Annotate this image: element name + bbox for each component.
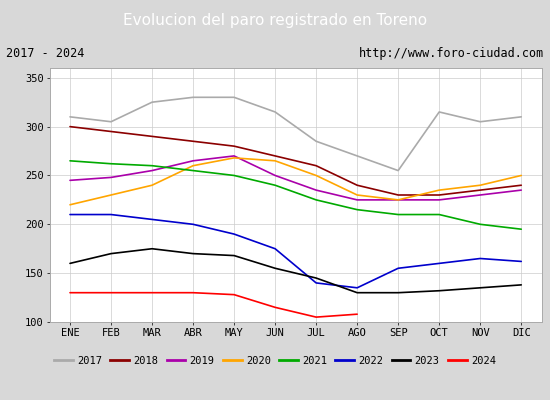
Legend: 2017, 2018, 2019, 2020, 2021, 2022, 2023, 2024: 2017, 2018, 2019, 2020, 2021, 2022, 2023…	[54, 356, 496, 366]
Text: 2017 - 2024: 2017 - 2024	[6, 47, 84, 60]
Text: http://www.foro-ciudad.com: http://www.foro-ciudad.com	[359, 47, 544, 60]
Text: Evolucion del paro registrado en Toreno: Evolucion del paro registrado en Toreno	[123, 14, 427, 28]
